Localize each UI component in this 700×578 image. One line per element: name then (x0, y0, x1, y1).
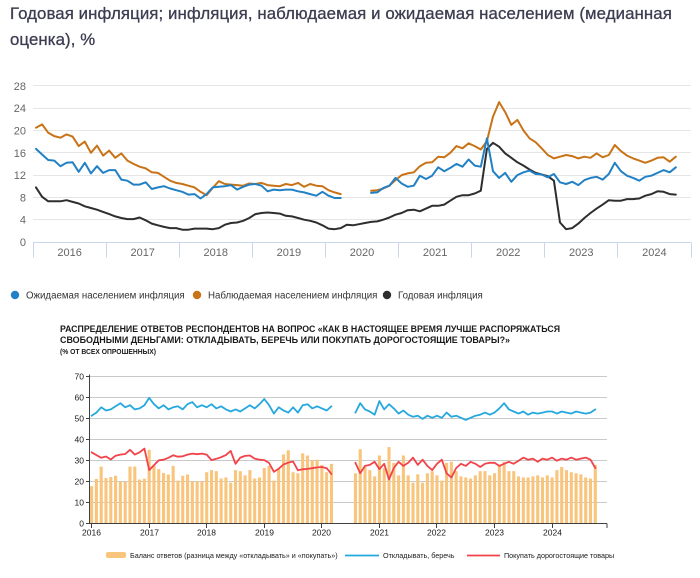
svg-text:Покупать дорогостоящие товары: Покупать дорогостоящие товары (504, 551, 614, 560)
svg-text:0: 0 (20, 237, 26, 249)
svg-text:2017: 2017 (130, 247, 154, 259)
svg-text:2024: 2024 (543, 528, 562, 538)
svg-text:30: 30 (75, 456, 85, 466)
svg-text:2020: 2020 (312, 528, 331, 538)
svg-text:16: 16 (14, 148, 26, 160)
svg-text:2019: 2019 (277, 247, 301, 259)
svg-text:8: 8 (20, 192, 26, 204)
svg-text:2023: 2023 (569, 247, 593, 259)
svg-text:2022: 2022 (427, 528, 446, 538)
svg-text:РАСПРЕДЕЛЕНИЕ ОТВЕТОВ РЕСПОНДЕ: РАСПРЕДЕЛЕНИЕ ОТВЕТОВ РЕСПОНДЕНТОВ НА ВО… (60, 324, 560, 334)
svg-text:10: 10 (75, 498, 85, 508)
svg-text:(% ОТ ВСЕХ ОПРОШЕННЫХ): (% ОТ ВСЕХ ОПРОШЕННЫХ) (60, 347, 157, 356)
svg-text:2016: 2016 (82, 528, 101, 538)
svg-text:40: 40 (75, 435, 85, 445)
svg-text:0: 0 (79, 519, 84, 529)
svg-text:12: 12 (14, 170, 26, 182)
svg-text:2016: 2016 (57, 247, 81, 259)
svg-text:2021: 2021 (370, 528, 389, 538)
svg-text:2020: 2020 (350, 247, 374, 259)
svg-text:2018: 2018 (197, 528, 216, 538)
svg-text:20: 20 (75, 477, 85, 487)
svg-text:2017: 2017 (140, 528, 159, 538)
svg-text:4: 4 (20, 215, 26, 227)
svg-text:2023: 2023 (485, 528, 504, 538)
svg-text:Ожидаемая населением инфляция: Ожидаемая населением инфляция (26, 291, 185, 302)
svg-text:24: 24 (14, 103, 26, 115)
svg-text:2024: 2024 (642, 247, 666, 259)
svg-text:Наблюдаемая населением инфляци: Наблюдаемая населением инфляция (208, 291, 377, 302)
svg-text:2022: 2022 (496, 247, 520, 259)
svg-text:2018: 2018 (204, 247, 228, 259)
svg-text:Баланс ответов (разница между: Баланс ответов (разница между «откладыва… (130, 551, 338, 560)
svg-text:СВОБОДНЫМИ ДЕНЬГАМИ: ОТКЛАДЫВА: СВОБОДНЫМИ ДЕНЬГАМИ: ОТКЛАДЫВАТЬ, БЕРЕЧЬ… (60, 335, 510, 345)
svg-text:28: 28 (14, 81, 26, 93)
svg-text:50: 50 (75, 414, 85, 424)
svg-text:2021: 2021 (423, 247, 447, 259)
svg-text:60: 60 (75, 393, 85, 403)
svg-text:70: 70 (75, 372, 85, 382)
svg-text:20: 20 (14, 126, 26, 138)
svg-text:Годовая инфляция: Годовая инфляция (398, 291, 483, 302)
svg-text:Откладывать, беречь: Откладывать, беречь (383, 551, 455, 560)
svg-text:2019: 2019 (255, 528, 274, 538)
